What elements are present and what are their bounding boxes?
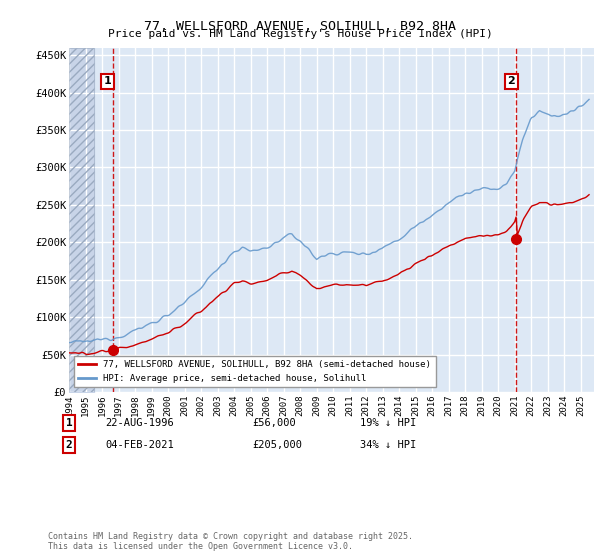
Text: 22-AUG-1996: 22-AUG-1996 — [105, 418, 174, 428]
Text: 2: 2 — [508, 76, 515, 86]
Text: 1: 1 — [65, 418, 73, 428]
Text: 1: 1 — [104, 76, 112, 86]
Text: £56,000: £56,000 — [252, 418, 296, 428]
Text: Contains HM Land Registry data © Crown copyright and database right 2025.
This d: Contains HM Land Registry data © Crown c… — [48, 532, 413, 552]
Text: 04-FEB-2021: 04-FEB-2021 — [105, 440, 174, 450]
Text: 2: 2 — [65, 440, 73, 450]
Text: Price paid vs. HM Land Registry's House Price Index (HPI): Price paid vs. HM Land Registry's House … — [107, 29, 493, 39]
Text: 19% ↓ HPI: 19% ↓ HPI — [360, 418, 416, 428]
Text: 77, WELLSFORD AVENUE, SOLIHULL, B92 8HA: 77, WELLSFORD AVENUE, SOLIHULL, B92 8HA — [144, 20, 456, 32]
Legend: 77, WELLSFORD AVENUE, SOLIHULL, B92 8HA (semi-detached house), HPI: Average pric: 77, WELLSFORD AVENUE, SOLIHULL, B92 8HA … — [74, 356, 436, 388]
Text: 34% ↓ HPI: 34% ↓ HPI — [360, 440, 416, 450]
Text: £205,000: £205,000 — [252, 440, 302, 450]
